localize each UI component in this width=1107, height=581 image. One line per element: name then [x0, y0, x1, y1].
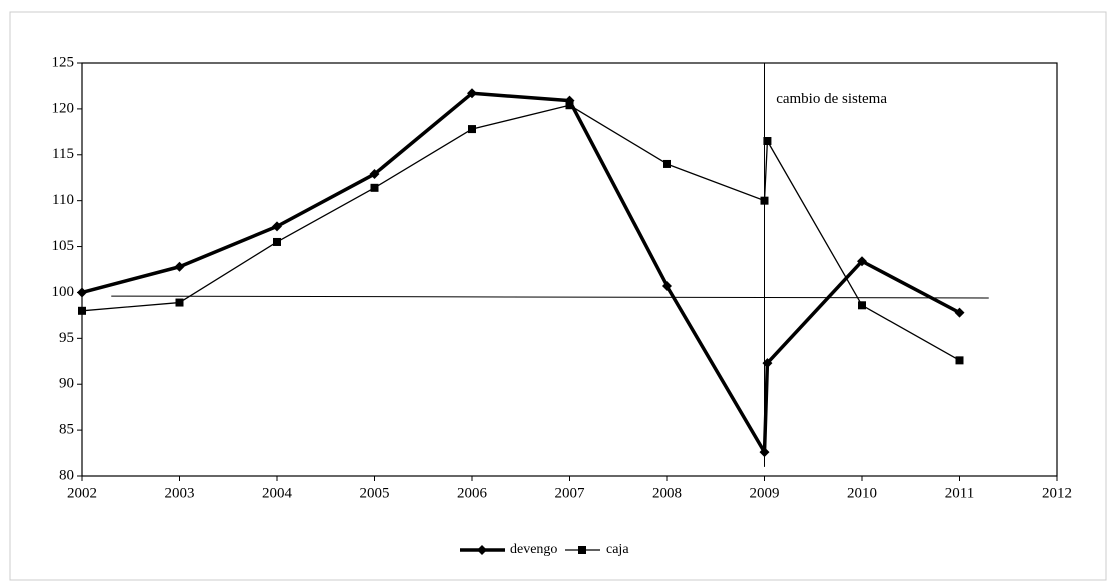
y-tick-label: 110	[52, 192, 74, 208]
marker	[759, 447, 770, 458]
marker	[175, 298, 184, 307]
y-tick-label: 95	[59, 330, 74, 346]
marker	[857, 256, 867, 267]
legend-marker	[477, 545, 487, 555]
y-tick-label: 85	[59, 422, 74, 438]
y-tick-label: 105	[52, 238, 75, 254]
marker	[369, 169, 380, 180]
marker	[174, 261, 185, 272]
legend-label: caja	[606, 542, 629, 557]
marker	[272, 221, 282, 232]
x-tick-label: 2012	[1042, 485, 1072, 501]
x-tick-label: 2005	[360, 485, 390, 501]
series-line	[81, 104, 960, 361]
x-tick-label: 2008	[652, 485, 682, 501]
marker	[565, 101, 574, 110]
marker	[762, 358, 773, 369]
marker	[954, 307, 965, 318]
legend-label: devengo	[510, 542, 557, 557]
marker	[760, 196, 769, 205]
x-tick-label: 2003	[165, 485, 195, 501]
marker	[78, 306, 86, 315]
marker	[858, 301, 866, 310]
legend-marker	[578, 546, 586, 554]
marker	[663, 159, 671, 168]
x-tick-label: 2007	[555, 485, 586, 501]
y-tick-label: 120	[52, 100, 75, 116]
plot-area	[81, 62, 1058, 477]
x-tick-label: 2006	[457, 485, 488, 501]
marker	[273, 237, 281, 246]
x-tick-label: 2004	[262, 485, 293, 501]
marker	[468, 125, 476, 134]
x-tick-label: 2010	[847, 485, 877, 501]
y-tick-label: 115	[52, 146, 74, 162]
marker	[467, 88, 477, 99]
series-line	[81, 91, 961, 454]
marker	[370, 183, 379, 192]
reference-line	[111, 295, 989, 299]
x-tick-label: 2009	[750, 485, 780, 501]
y-tick-label: 80	[59, 467, 74, 483]
y-tick-label: 100	[52, 284, 75, 300]
annotation: cambio de sistema	[776, 91, 887, 107]
x-tick-label: 2002	[67, 485, 97, 501]
marker	[763, 137, 772, 146]
marker	[662, 281, 672, 292]
y-tick-label: 90	[59, 376, 74, 392]
y-tick-label: 125	[52, 54, 75, 70]
x-tick-label: 2011	[945, 485, 974, 501]
marker	[77, 287, 87, 298]
frame	[9, 11, 1107, 581]
marker	[955, 356, 964, 365]
